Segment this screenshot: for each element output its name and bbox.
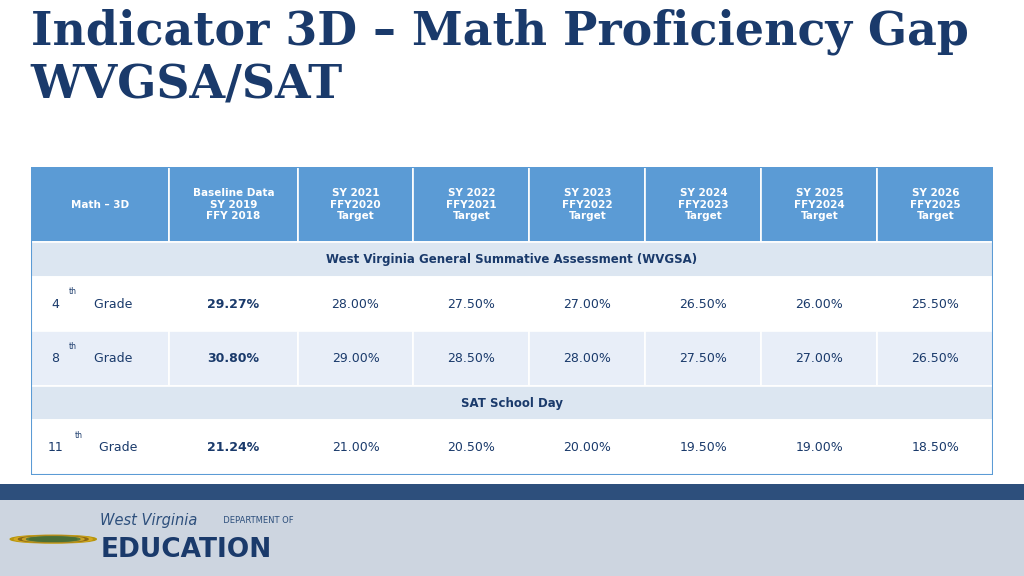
Text: 26.50%: 26.50% [911, 353, 959, 365]
FancyBboxPatch shape [31, 167, 169, 242]
Circle shape [27, 537, 80, 541]
Text: th: th [75, 431, 82, 440]
Text: 4: 4 [51, 297, 59, 310]
Text: Baseline Data
SY 2019
FFY 2018: Baseline Data SY 2019 FFY 2018 [193, 188, 274, 221]
Circle shape [23, 536, 84, 542]
Text: 28.50%: 28.50% [447, 353, 496, 365]
Text: SY 2023
FFY2022
Target: SY 2023 FFY2022 Target [562, 188, 612, 221]
Text: th: th [69, 342, 77, 351]
Text: 27.50%: 27.50% [447, 297, 496, 310]
FancyBboxPatch shape [645, 420, 762, 475]
Circle shape [14, 536, 92, 543]
FancyBboxPatch shape [31, 276, 169, 331]
Text: Indicator 3D – Math Proficiency Gap
WVGSA/SAT: Indicator 3D – Math Proficiency Gap WVGS… [31, 9, 969, 108]
Text: Grade: Grade [90, 297, 132, 310]
Text: 11: 11 [47, 441, 63, 454]
FancyBboxPatch shape [762, 167, 878, 242]
FancyBboxPatch shape [762, 420, 878, 475]
FancyBboxPatch shape [645, 167, 762, 242]
Text: SY 2021
FFY2020
Target: SY 2021 FFY2020 Target [330, 188, 381, 221]
FancyBboxPatch shape [298, 167, 414, 242]
Text: Grade: Grade [90, 353, 132, 365]
Text: SAT School Day: SAT School Day [461, 397, 563, 410]
Text: DEPARTMENT OF: DEPARTMENT OF [218, 516, 294, 525]
FancyBboxPatch shape [31, 386, 993, 420]
Bar [0, 484, 1024, 501]
FancyBboxPatch shape [298, 276, 414, 331]
FancyBboxPatch shape [169, 167, 298, 242]
FancyBboxPatch shape [762, 276, 878, 331]
FancyBboxPatch shape [31, 331, 169, 386]
FancyBboxPatch shape [762, 331, 878, 386]
FancyBboxPatch shape [645, 331, 762, 386]
Text: 8: 8 [51, 353, 59, 365]
Text: SY 2024
FFY2023
Target: SY 2024 FFY2023 Target [678, 188, 729, 221]
Text: SY 2025
FFY2024
Target: SY 2025 FFY2024 Target [794, 188, 845, 221]
FancyBboxPatch shape [645, 276, 762, 331]
Text: 20.50%: 20.50% [447, 441, 496, 454]
FancyBboxPatch shape [169, 420, 298, 475]
FancyBboxPatch shape [529, 331, 645, 386]
Text: 19.00%: 19.00% [796, 441, 843, 454]
Text: 20.00%: 20.00% [563, 441, 611, 454]
FancyBboxPatch shape [414, 167, 529, 242]
FancyBboxPatch shape [878, 420, 993, 475]
Text: th: th [69, 287, 77, 297]
Text: Grade: Grade [95, 441, 138, 454]
FancyBboxPatch shape [529, 167, 645, 242]
Text: SY 2022
FFY2021
Target: SY 2022 FFY2021 Target [446, 188, 497, 221]
FancyBboxPatch shape [414, 276, 529, 331]
Text: 27.50%: 27.50% [680, 353, 727, 365]
Text: 27.00%: 27.00% [796, 353, 844, 365]
FancyBboxPatch shape [169, 331, 298, 386]
Text: 26.00%: 26.00% [796, 297, 843, 310]
Text: 27.00%: 27.00% [563, 297, 611, 310]
Text: 21.00%: 21.00% [332, 441, 379, 454]
FancyBboxPatch shape [414, 331, 529, 386]
FancyBboxPatch shape [31, 242, 993, 276]
FancyBboxPatch shape [878, 276, 993, 331]
Text: 30.80%: 30.80% [208, 353, 259, 365]
Text: 19.50%: 19.50% [680, 441, 727, 454]
Text: 21.24%: 21.24% [207, 441, 259, 454]
FancyBboxPatch shape [298, 331, 414, 386]
FancyBboxPatch shape [529, 420, 645, 475]
Text: 28.00%: 28.00% [563, 353, 611, 365]
Circle shape [10, 535, 96, 543]
Text: 28.00%: 28.00% [332, 297, 380, 310]
Text: West Virginia: West Virginia [100, 513, 198, 528]
Text: 29.00%: 29.00% [332, 353, 379, 365]
FancyBboxPatch shape [169, 276, 298, 331]
Text: Math – 3D: Math – 3D [71, 200, 129, 210]
Text: SY 2026
FFY2025
Target: SY 2026 FFY2025 Target [910, 188, 961, 221]
FancyBboxPatch shape [878, 331, 993, 386]
FancyBboxPatch shape [414, 420, 529, 475]
Text: 29.27%: 29.27% [207, 297, 259, 310]
Circle shape [30, 537, 77, 541]
FancyBboxPatch shape [529, 276, 645, 331]
FancyBboxPatch shape [878, 167, 993, 242]
Circle shape [18, 536, 88, 542]
FancyBboxPatch shape [298, 420, 414, 475]
Text: EDUCATION: EDUCATION [100, 537, 271, 563]
Text: 25.50%: 25.50% [911, 297, 959, 310]
Text: West Virginia General Summative Assessment (WVGSA): West Virginia General Summative Assessme… [327, 253, 697, 266]
Text: 18.50%: 18.50% [911, 441, 959, 454]
Text: 26.50%: 26.50% [680, 297, 727, 310]
FancyBboxPatch shape [31, 420, 169, 475]
